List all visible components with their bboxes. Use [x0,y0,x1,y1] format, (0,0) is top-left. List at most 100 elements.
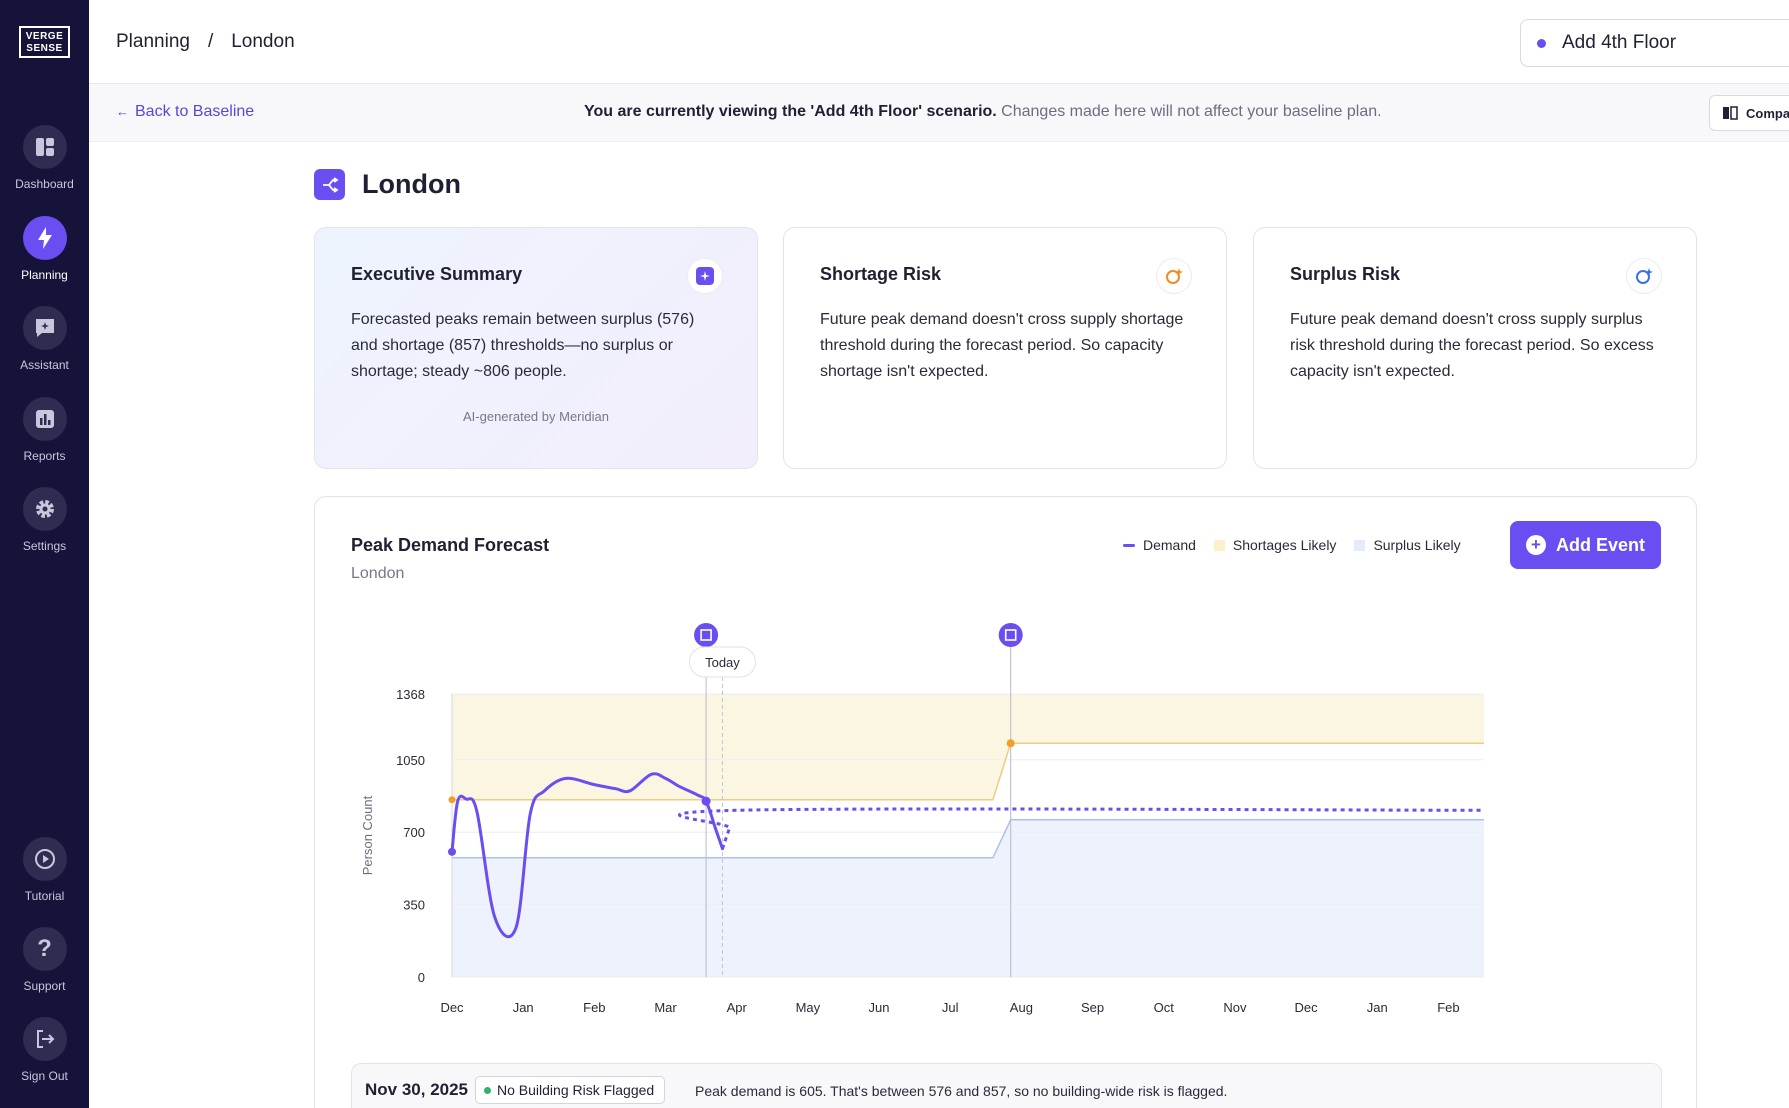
vergesense-logo[interactable]: VERGE SENSE [19,26,70,58]
x-tick-label: Oct [1154,1000,1175,1015]
x-tick-label: Aug [1010,1000,1033,1015]
scenario-banner: ← Back to Baseline You are currently view… [89,84,1789,142]
today-label: Today [705,655,740,670]
y-tick-label: 1050 [396,753,425,768]
x-tick-label: Dec [1295,1000,1319,1015]
scenario-select-value: Add 4th Floor [1562,32,1677,53]
y-tick-label: 700 [403,825,425,840]
sidebar-item-assistant[interactable]: Assistant [0,306,89,372]
sidebar-item-label: Assistant [20,358,69,372]
breadcrumb-current: London [231,31,295,52]
shortage-risk-card: Shortage Risk Future peak demand doesn't… [783,227,1227,469]
arrow-left-icon: ← [116,104,129,119]
sidebar-item-tutorial[interactable]: Tutorial [0,837,89,903]
gear-icon [22,487,67,531]
sidebar-item-planning[interactable]: Planning [0,216,89,282]
y-axis-label: Person Count [360,795,375,875]
breadcrumb: Planning / London [116,31,295,53]
legend-surplus: Surplus Likely [1354,537,1461,553]
today-pill [688,646,756,678]
compare-icon [1723,106,1738,120]
compare-label: Compare [1746,105,1789,121]
legend-surplus-label: Surplus Likely [1373,537,1461,553]
plus-icon: + [1525,535,1546,555]
surplus-sparkle-icon [1626,258,1662,294]
shortage-step-point [1006,739,1015,748]
sidebar-item-reports[interactable]: Reports [0,397,89,463]
breadcrumb-separator: / [207,31,214,52]
sidebar-item-sign-out[interactable]: Sign Out [0,1017,89,1083]
x-tick-label: Dec [440,1000,464,1015]
scenario-select[interactable]: Add 4th Floor [1520,19,1789,67]
card-title: Surplus Risk [1290,264,1401,284]
y-tick-label: 350 [403,898,425,913]
chart-subtitle: London [351,565,405,582]
back-to-baseline-link[interactable]: ← Back to Baseline [116,103,254,121]
card-body: Future peak demand doesn't cross supply … [1290,311,1654,380]
x-tick-label: Mar [654,1000,677,1015]
scenario-icon [314,169,345,200]
sidebar-item-dashboard[interactable]: Dashboard [0,125,89,191]
back-to-baseline-label: Back to Baseline [135,103,255,120]
surplus-risk-card: Surplus Risk Future peak demand doesn't … [1253,227,1697,469]
card-title: Shortage Risk [820,264,942,284]
legend-shortages-label: Shortages Likely [1232,537,1337,553]
scenario-dot-icon [1537,38,1546,48]
dashboard-icon [22,125,67,169]
sidebar-item-label: Settings [22,539,67,553]
event-marker-icon [998,623,1023,647]
x-tick-label: Nov [1223,1000,1247,1015]
shortage-band [452,694,1484,800]
status-message: Peak demand is 605. That's between 576 a… [695,1083,1228,1099]
x-tick-label: Feb [583,1000,605,1015]
shortage-start-point [448,796,456,804]
x-tick-label: Sep [1081,1000,1104,1015]
sidebar-item-settings[interactable]: Settings [0,487,89,553]
peak-demand-forecast-card: Peak Demand Forecast London Demand Short… [314,496,1697,1108]
status-ok-dot-icon [484,1086,491,1094]
add-event-label: Add Event [1555,534,1645,555]
add-event-button[interactable]: + Add Event [1510,521,1661,569]
event-marker-icon [694,623,719,647]
status-badge: No Building Risk Flagged [475,1076,666,1104]
logo-text-bottom: SENSE [26,43,63,54]
legend-shortages: Shortages Likely [1213,537,1337,553]
bar-chart-icon [22,397,67,441]
chart-title: Peak Demand Forecast [351,535,550,555]
chart-legend: Demand Shortages Likely Surplus Likely [1123,537,1461,553]
sidebar-item-label: Support [23,979,66,993]
status-date: Nov 30, 2025 [365,1080,469,1099]
x-tick-label: Feb [1437,1000,1459,1015]
shortage-sparkle-icon [1156,258,1192,294]
bolt-icon [22,216,67,260]
assistant-icon [22,306,67,350]
status-badge-label: No Building Risk Flagged [497,1082,655,1098]
legend-surplus-swatch [1354,539,1366,551]
card-title: Executive Summary [351,264,523,284]
sidebar-item-support[interactable]: ? Support [0,927,89,993]
sidebar-item-label: Planning [21,268,68,282]
legend-demand: Demand [1123,537,1196,553]
scenario-message: You are currently viewing the 'Add 4th F… [584,103,1382,121]
event-marker-glyph [700,629,712,641]
sidebar-item-label: Dashboard [15,177,74,191]
y-tick-label: 1368 [396,687,425,702]
y-tick-label: 0 [418,970,425,985]
x-tick-label: Jan [513,1000,534,1015]
card-body: Future peak demand doesn't cross supply … [820,311,1184,380]
peak-demand-chart[interactable]: 0 350 700 1050 1368 Person Count Dec Jan Feb Mar A… [315,597,1698,1097]
legend-demand-label: Demand [1143,537,1196,553]
sign-out-icon [22,1017,67,1061]
compare-button[interactable]: Compare [1709,95,1789,131]
page-title: London [362,169,461,199]
sidebar-item-label: Reports [23,449,66,463]
x-tick-label: Jun [869,1000,890,1015]
event-marker-glyph [1004,629,1017,641]
breadcrumb-planning[interactable]: Planning [116,31,190,52]
surplus-band [452,819,1484,977]
surplus-threshold-line [452,819,1484,859]
legend-shortages-swatch [1213,539,1225,551]
x-tick-label: Jul [942,1000,959,1015]
card-body: Forecasted peaks remain between surplus … [351,311,695,380]
play-icon [22,837,67,881]
